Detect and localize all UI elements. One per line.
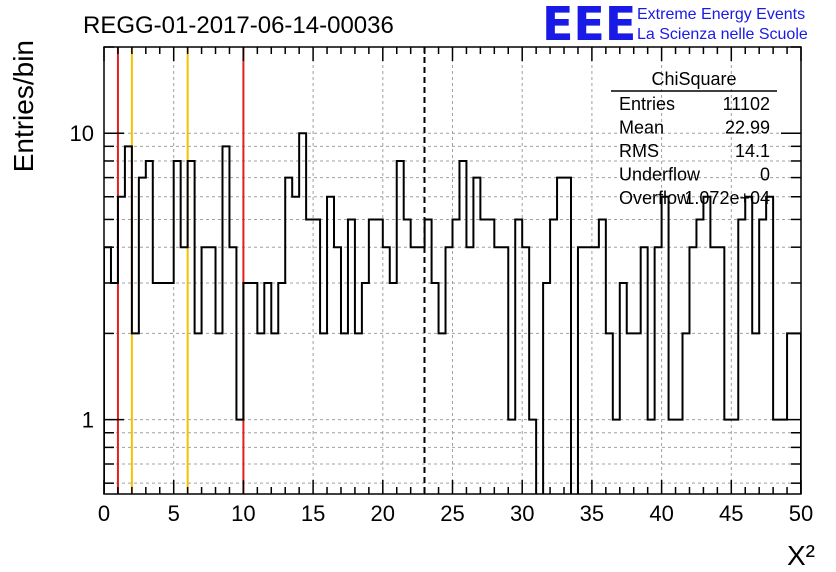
eee-logo-mark: EEE [542, 0, 636, 51]
eee-logo: EEE Extreme Energy Events La Scienza nel… [542, 0, 808, 51]
x-tick-label: 0 [98, 501, 110, 526]
stats-box-title: ChiSquare [651, 69, 736, 89]
stats-row-label: Entries [619, 94, 675, 114]
eee-logo-line1: Extreme Energy Events [637, 6, 805, 23]
x-tick-label: 40 [649, 501, 673, 526]
x-tick-labels: 0 5 10 15 20 25 30 35 40 45 50 [98, 501, 813, 526]
x-tick-label: 35 [580, 501, 604, 526]
x-tick-label: 50 [789, 501, 813, 526]
y-tick-label: 1 [82, 408, 94, 433]
stats-row-value: 1.072e+04 [684, 188, 770, 208]
x-tick-label: 45 [719, 501, 743, 526]
x-tick-label: 10 [231, 501, 255, 526]
stats-row-value: 11102 [723, 94, 770, 114]
x-tick-label: 25 [440, 501, 464, 526]
y-tick-labels: 1 10 [70, 121, 94, 432]
stats-row-label: Mean [619, 118, 664, 138]
eee-logo-line2: La Scienza nelle Scuole [637, 26, 808, 43]
stats-row-label: Underflow [619, 165, 701, 185]
y-tick-label: 10 [70, 121, 94, 146]
chart-title: REGG-01-2017-06-14-00036 [83, 12, 394, 39]
y-axis-label: Entries/bin [8, 40, 39, 172]
x-axis-label: X² [787, 540, 815, 571]
stats-row-label: Overflow [619, 188, 691, 208]
stats-row-label: RMS [619, 141, 659, 161]
stats-box: ChiSquare Entries 11102 Mean 22.99 RMS 14.1 Un… [611, 69, 777, 208]
x-tick-label: 15 [301, 501, 325, 526]
x-tick-label: 30 [510, 501, 534, 526]
x-tick-label: 20 [371, 501, 395, 526]
axis-ticks [103, 46, 802, 494]
stats-row-value: 22.99 [725, 118, 770, 138]
stats-row-value: 0 [760, 165, 770, 185]
stats-row-value: 14.1 [735, 141, 770, 161]
histogram-series [104, 132, 801, 494]
x-tick-label: 5 [168, 501, 180, 526]
